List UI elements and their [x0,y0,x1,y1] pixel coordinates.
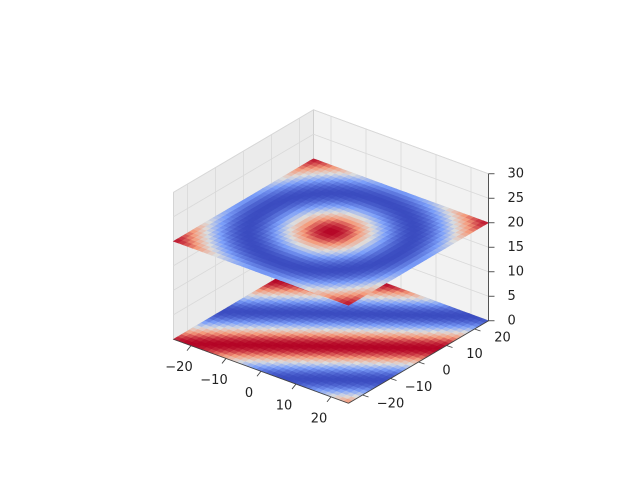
y-tick-mark [446,345,453,348]
y-tick-mark [418,361,425,365]
z-tick-label: 10 [508,264,525,279]
x-tick-mark [186,345,192,351]
z-tick-label: 30 [508,166,525,181]
x-tick-mark [326,396,332,403]
x-tick-mark [291,383,297,390]
y-tick-label: −10 [405,380,432,395]
grid-line-z [173,109,314,193]
x-tick-label: −20 [165,360,192,375]
x-axis-ticks: −20 −10 0 10 20 [165,345,332,426]
y-axis-ticks: −20−10 0 10 20 [362,328,511,412]
grid-line-z [313,109,489,175]
y-tick-label: −20 [377,397,404,412]
x-tick-label: 10 [276,399,293,414]
surface-upper [172,158,490,306]
grid-line-z [313,133,489,199]
surface-cell [342,300,354,306]
x-tick-mark [256,370,262,377]
y-tick-label: 20 [494,331,511,346]
y-tick-mark [362,394,369,398]
y-tick-mark [390,378,397,381]
z-tick-label: 15 [508,240,525,255]
x-tick-mark [221,358,227,364]
y-tick-label: 0 [442,364,450,379]
z-axis-ticks: 0 5 10 15 20 25 30 [488,166,525,328]
x-tick-label: 20 [311,411,328,426]
z-tick-label: 25 [508,191,525,206]
x-tick-label: −10 [200,373,227,388]
x-tick-label: 0 [245,386,253,401]
y-tick-label: 10 [466,347,483,362]
grid-line-z [173,133,314,218]
z-tick-label: 5 [508,289,516,304]
y-tick-mark [474,328,481,332]
z-tick-label: 20 [508,215,525,230]
z-tick-label: 0 [508,313,516,328]
